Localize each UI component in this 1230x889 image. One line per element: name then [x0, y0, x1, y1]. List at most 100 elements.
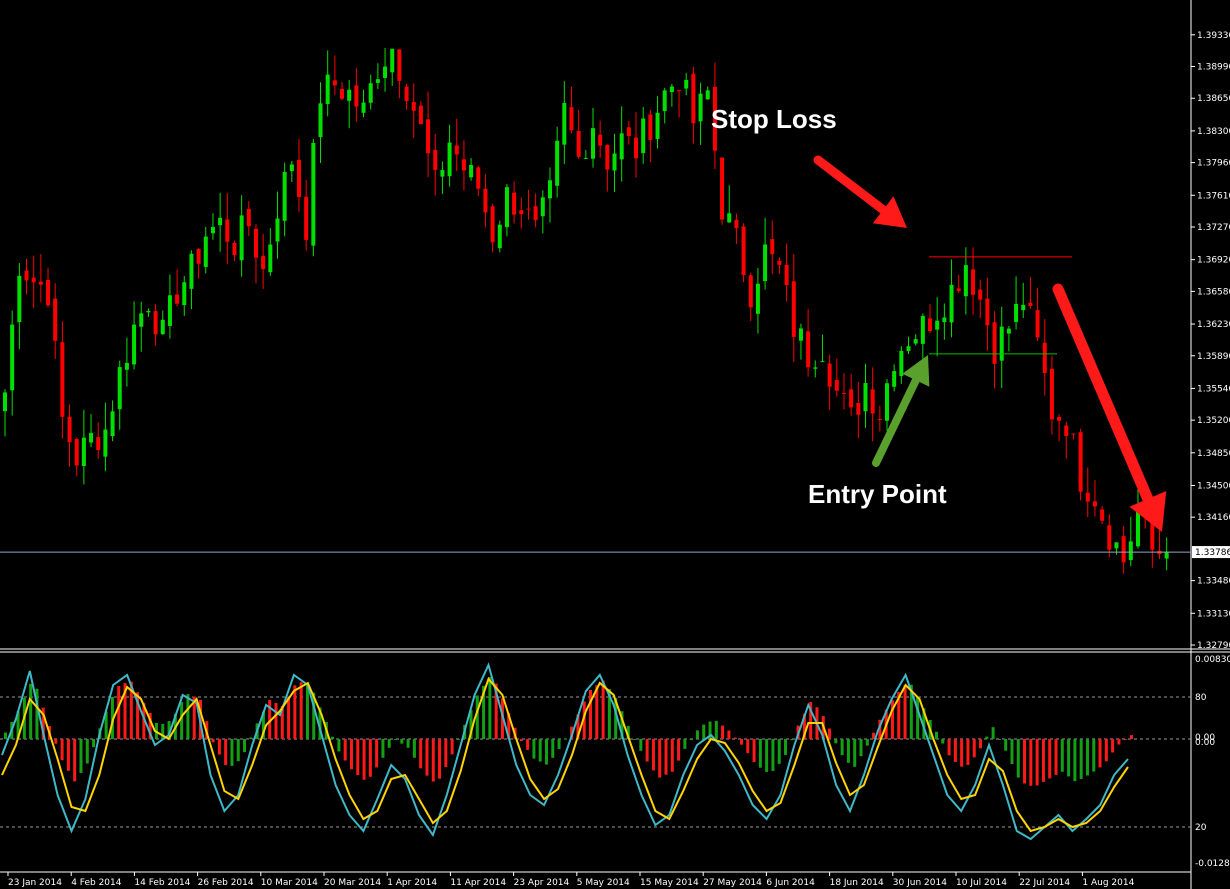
candle-body [619, 133, 624, 160]
price-tick-label: 1.36580 [1197, 287, 1230, 297]
candle-body [10, 324, 15, 391]
downtrend-arrow-head [1129, 491, 1167, 532]
histogram-bar [299, 682, 303, 739]
histogram-bar [444, 739, 448, 767]
candle-body [411, 102, 416, 111]
candle-body [239, 215, 244, 261]
candle-body [892, 371, 897, 387]
histogram-bar [664, 739, 668, 775]
histogram-bar [29, 683, 33, 739]
histogram-bar [192, 696, 196, 739]
candle-body [426, 119, 431, 154]
time-tick-label: 26 Feb 2014 [198, 878, 254, 888]
candle-body [720, 157, 725, 220]
histogram-bar [387, 739, 391, 748]
candle-body [1085, 492, 1090, 502]
histogram-bar [1073, 739, 1077, 782]
candle-body [777, 260, 782, 265]
candle-body [440, 170, 445, 177]
candle-body [340, 88, 345, 99]
histogram-bar [991, 727, 995, 739]
time-tick-label: 23 Apr 2014 [514, 878, 570, 888]
candle-body [476, 167, 481, 189]
histogram-bar [1029, 739, 1033, 786]
candle-body [598, 134, 603, 146]
downtrend-arrow-shaft [1052, 283, 1154, 505]
histogram-bar [161, 723, 165, 739]
candle-body [383, 66, 388, 78]
histogram-bar [997, 738, 1001, 740]
histogram-bar [551, 739, 555, 758]
candle-body [124, 362, 129, 370]
candle-body [569, 107, 574, 131]
time-tick-label: 11 Apr 2014 [450, 878, 506, 888]
histogram-bar [362, 739, 366, 780]
histogram-bar [318, 707, 322, 739]
histogram-bar [670, 739, 674, 772]
histogram-bar [400, 739, 404, 744]
price-tick-label: 1.36230 [1197, 320, 1230, 330]
histogram-bar [431, 739, 435, 782]
candle-body [999, 326, 1004, 361]
histogram-bar [375, 739, 379, 768]
time-tick-label: 10 Jul 2014 [956, 878, 1007, 888]
histogram-bar [972, 739, 976, 758]
candle-body [404, 86, 409, 102]
histogram-bar [1111, 739, 1115, 753]
indicator-tick-label: -0.01281 [1195, 859, 1230, 869]
stochastic-main-line [1, 662, 1129, 841]
histogram-bar [840, 739, 844, 756]
histogram-bar [645, 739, 649, 762]
time-tick-label: 1 Apr 2014 [387, 878, 437, 888]
price-tick-label: 1.32790 [1197, 641, 1230, 651]
candle-body [282, 172, 287, 221]
candle-body [641, 118, 646, 154]
histogram-bar [651, 739, 655, 771]
time-tick-label: 1 Aug 2014 [1082, 878, 1134, 888]
histogram-bar [557, 739, 561, 749]
candle-body [289, 164, 294, 172]
candle-body [662, 90, 667, 111]
candle-body [110, 411, 115, 437]
histogram-bar [721, 725, 725, 739]
candle-body [971, 269, 976, 295]
candle-body [1078, 432, 1083, 492]
candle-body [210, 226, 215, 234]
candle-body [196, 248, 201, 264]
histogram-bar [897, 692, 901, 739]
candle-body [268, 244, 273, 273]
candle-body [691, 73, 696, 124]
candle-body [497, 224, 502, 249]
candle-body [304, 196, 309, 240]
histogram-bar [305, 685, 309, 739]
candle-body [899, 350, 904, 377]
price-tick-label: 1.35890 [1197, 352, 1230, 362]
candle-body [519, 210, 524, 215]
histogram-bar [104, 711, 108, 739]
price-tick-label: 1.38650 [1197, 94, 1230, 104]
candle-body [820, 361, 825, 363]
candle-body [117, 367, 122, 410]
histogram-bar [475, 695, 479, 739]
histogram-bar [607, 689, 611, 739]
histogram-bar [532, 739, 536, 759]
candle-body [167, 295, 172, 326]
stop-loss-arrow-head [872, 196, 907, 228]
candle-body [132, 324, 137, 365]
candle-body [375, 79, 380, 83]
candle-body [483, 188, 488, 213]
histogram-bar [853, 739, 857, 767]
histogram-bar [934, 731, 938, 739]
histogram-bar [230, 739, 234, 766]
candle-body [347, 89, 352, 101]
histogram-bar [123, 683, 127, 739]
candle-body [1100, 509, 1105, 521]
histogram-bar [1098, 739, 1102, 768]
candle-body [96, 437, 101, 450]
histogram-bar [526, 739, 530, 750]
candle-body [942, 317, 947, 323]
candle-body [591, 128, 595, 159]
candle-body [397, 49, 402, 81]
candle-body [985, 298, 990, 326]
candle-body [634, 137, 639, 159]
